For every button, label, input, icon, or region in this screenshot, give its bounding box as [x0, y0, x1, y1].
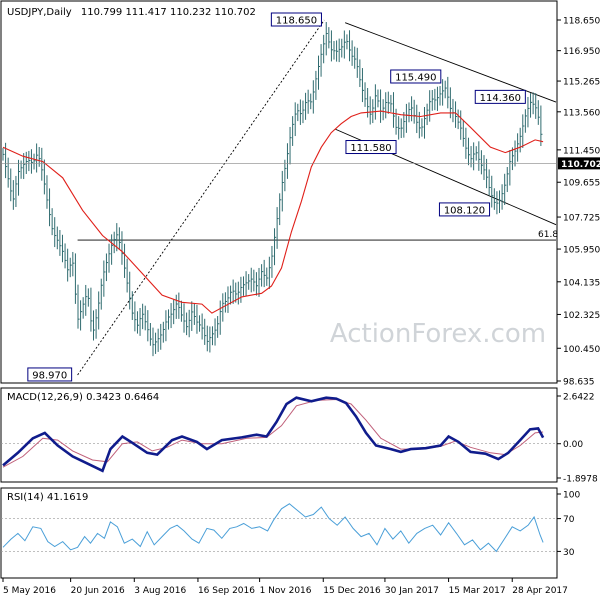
price-label-box [27, 367, 73, 382]
rsi-axis-label: 70 [563, 515, 575, 525]
trendline-dotted-rally [77, 19, 325, 376]
price-axis-label: 104.135 [563, 278, 600, 288]
x-axis-label: 16 Sep 2016 [198, 586, 255, 596]
price-label-text: 118.650 [276, 16, 317, 27]
price-label-box [270, 12, 322, 27]
fib-61-8-label: 61.8 [538, 230, 558, 240]
price-axis-label: 100.450 [563, 345, 600, 355]
price-label: 108.120 [438, 202, 491, 217]
rsi-line [2, 503, 544, 553]
macd-panel-frame [0, 387, 558, 483]
price-axis-label: 113.560 [563, 108, 600, 118]
price-label: 118.650 [270, 12, 322, 27]
price-label: 111.580 [345, 140, 397, 155]
price-label-text: 108.120 [444, 205, 485, 216]
price-label: 98.970 [27, 367, 73, 382]
current-price-badge [558, 157, 600, 170]
x-axis-label: 20 Jun 2016 [71, 586, 125, 596]
price-axis-label: 115.265 [563, 78, 600, 88]
price-label-box [438, 202, 491, 217]
price-panel-title: USDJPY,Daily 110.799 111.417 110.232 110… [7, 7, 256, 18]
rsi-layer [1, 503, 557, 553]
moving-average-line [2, 110, 544, 314]
macd-signal-line [2, 398, 544, 468]
price-label-text: 115.490 [395, 72, 436, 83]
macd-axis-label: -1.8978 [563, 475, 598, 485]
macd-axis-label: 0.00 [563, 440, 583, 450]
price-label-text: 114.360 [480, 93, 521, 104]
price-label: 114.360 [474, 89, 526, 104]
trendline-upper-channel [344, 22, 557, 103]
price-label: 115.490 [390, 69, 442, 84]
rsi-panel-title: RSI(14) 41.1619 [7, 492, 88, 503]
axis-layer: 118.650 116.950 115.265 113.560 111.450 109.6… [2, 17, 600, 596]
macd-layer [1, 396, 557, 473]
price-axis-label: 105.950 [563, 246, 600, 256]
rsi-axis-label: 100 [563, 491, 580, 501]
price-label-box [390, 69, 442, 84]
price-label-box [474, 89, 526, 104]
price-axis-label: 102.325 [563, 311, 600, 321]
price-axis-label: 118.650 [563, 17, 600, 27]
current-price-badge-text: 110.702 [561, 160, 600, 170]
price-axis-label: 111.450 [563, 146, 600, 156]
x-axis-label: 15 Dec 2016 [323, 586, 381, 596]
x-axis-label: 3 Aug 2016 [134, 586, 186, 596]
price-axis-label: 107.725 [563, 214, 600, 224]
price-label-text: 111.580 [350, 143, 391, 154]
price-axis-label: 98.635 [563, 378, 595, 388]
price-label-box [345, 140, 397, 155]
ohlc-readout: 110.799 111.417 110.232 110.702 [81, 7, 256, 18]
macd-axis-label: 2.6422 [563, 393, 595, 403]
rsi-panel-frame [0, 487, 558, 579]
macd-panel-title: MACD(12,26,9) 0.3423 0.6464 [7, 392, 159, 403]
price-axis-label: 109.655 [563, 179, 600, 189]
rsi-axis-label: 30 [563, 548, 575, 558]
x-axis-label: 28 Apr 2017 [512, 586, 568, 596]
symbol-title: USDJPY,Daily [7, 7, 72, 18]
price-label-text: 98.970 [32, 370, 67, 381]
x-axis-label: 1 Nov 2016 [260, 586, 312, 596]
macd-line [2, 396, 545, 473]
x-axis-label: 5 May 2016 [3, 586, 56, 596]
x-axis-label: 15 Mar 2017 [449, 586, 506, 596]
x-axis-label: 30 Jan 2017 [385, 586, 439, 596]
watermark: ActionForex.com [330, 319, 546, 349]
price-panel-frame [0, 0, 558, 384]
price-layer: 61.8 118.650 115.490 114.360 111.580 108.120 9… [1, 12, 558, 382]
price-axis-label: 116.950 [563, 47, 600, 57]
